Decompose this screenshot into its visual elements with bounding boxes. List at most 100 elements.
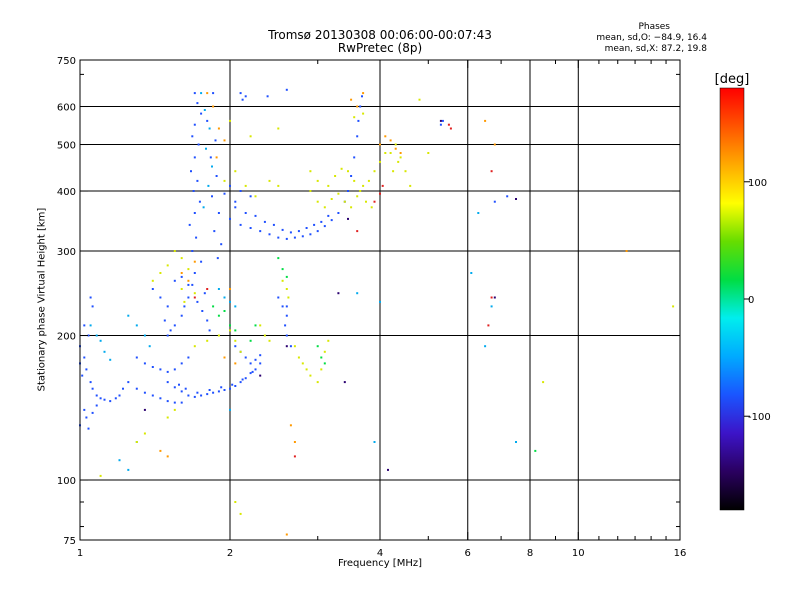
colorbar-tick-label: -100 <box>748 412 771 423</box>
data-point <box>244 356 247 359</box>
data-point <box>180 401 183 404</box>
data-point <box>254 214 257 217</box>
data-point <box>166 305 169 308</box>
y-tick-label: 750 <box>57 56 76 67</box>
data-point <box>470 272 473 274</box>
data-point <box>309 374 312 377</box>
data-point <box>213 230 216 233</box>
data-point <box>229 408 231 411</box>
data-point <box>193 92 196 95</box>
data-point <box>159 449 162 452</box>
data-point <box>206 393 209 396</box>
data-point <box>357 119 360 122</box>
x-tick-label: 10 <box>572 548 585 559</box>
data-point <box>223 179 226 182</box>
data-point <box>394 147 397 150</box>
data-point <box>212 92 215 95</box>
data-point <box>506 195 509 198</box>
data-point <box>343 200 346 203</box>
data-point <box>234 305 237 308</box>
data-point <box>289 231 292 234</box>
data-point <box>196 300 199 303</box>
data-point <box>229 300 231 303</box>
data-point <box>208 127 211 130</box>
data-point <box>203 109 206 111</box>
data-point <box>367 179 370 182</box>
data-point <box>477 212 480 214</box>
data-point <box>441 119 444 122</box>
phase-stats-o: mean, sd,O: −84.9, 16.4 <box>596 33 707 43</box>
data-point <box>217 212 220 214</box>
data-point <box>99 339 102 342</box>
data-point <box>229 217 231 220</box>
data-point <box>127 314 130 317</box>
data-point <box>285 288 288 290</box>
data-point <box>316 230 319 233</box>
data-point <box>166 416 169 419</box>
data-point <box>487 324 490 327</box>
data-point <box>234 206 237 209</box>
data-point <box>309 190 312 192</box>
data-point <box>343 381 346 384</box>
grid-lines <box>80 60 680 540</box>
data-point <box>109 400 112 403</box>
data-point <box>284 324 287 327</box>
data-point <box>87 334 90 337</box>
data-point <box>190 170 192 173</box>
colorbar-tick-label: 100 <box>748 178 767 189</box>
data-point <box>285 345 288 348</box>
data-point <box>289 345 292 348</box>
data-point <box>143 391 146 394</box>
data-point <box>309 170 312 173</box>
data-point <box>193 156 196 159</box>
data-point <box>289 424 292 427</box>
data-point <box>353 179 356 182</box>
data-point <box>180 362 183 365</box>
data-point <box>493 143 496 146</box>
data-point <box>384 152 387 154</box>
data-point <box>99 397 102 400</box>
colorbar-tick-label: 0 <box>748 295 754 306</box>
data-point <box>135 387 138 390</box>
data-point <box>259 354 262 357</box>
data-point <box>277 296 280 299</box>
y-tick-label: 400 <box>57 187 76 198</box>
data-points <box>79 88 675 536</box>
data-point <box>447 123 450 126</box>
data-point <box>217 288 220 290</box>
data-point <box>151 288 154 290</box>
data-point <box>206 92 209 95</box>
data-point <box>387 468 389 471</box>
data-point <box>217 334 220 337</box>
data-point <box>206 119 209 122</box>
data-point <box>439 123 442 126</box>
data-point <box>323 225 326 228</box>
data-point <box>373 441 376 443</box>
data-point <box>316 179 319 182</box>
data-point <box>91 305 94 308</box>
data-point <box>316 381 319 384</box>
data-point <box>356 230 359 233</box>
data-point <box>234 329 237 332</box>
data-point <box>223 139 226 142</box>
data-point <box>323 206 326 209</box>
data-point <box>180 257 183 260</box>
colorbar <box>719 87 745 511</box>
data-point <box>362 112 365 115</box>
data-point <box>254 368 257 371</box>
data-point <box>293 345 296 348</box>
data-point <box>200 112 203 115</box>
data-point <box>418 98 421 101</box>
data-point <box>301 235 304 238</box>
data-point <box>234 345 237 348</box>
data-point <box>320 368 323 371</box>
data-point <box>263 220 266 223</box>
data-point <box>320 220 323 223</box>
data-point <box>178 383 180 386</box>
data-point <box>205 147 207 150</box>
data-point <box>384 135 387 138</box>
data-point <box>281 305 284 308</box>
data-point <box>187 283 190 286</box>
data-point <box>281 279 284 282</box>
data-point <box>169 329 172 332</box>
